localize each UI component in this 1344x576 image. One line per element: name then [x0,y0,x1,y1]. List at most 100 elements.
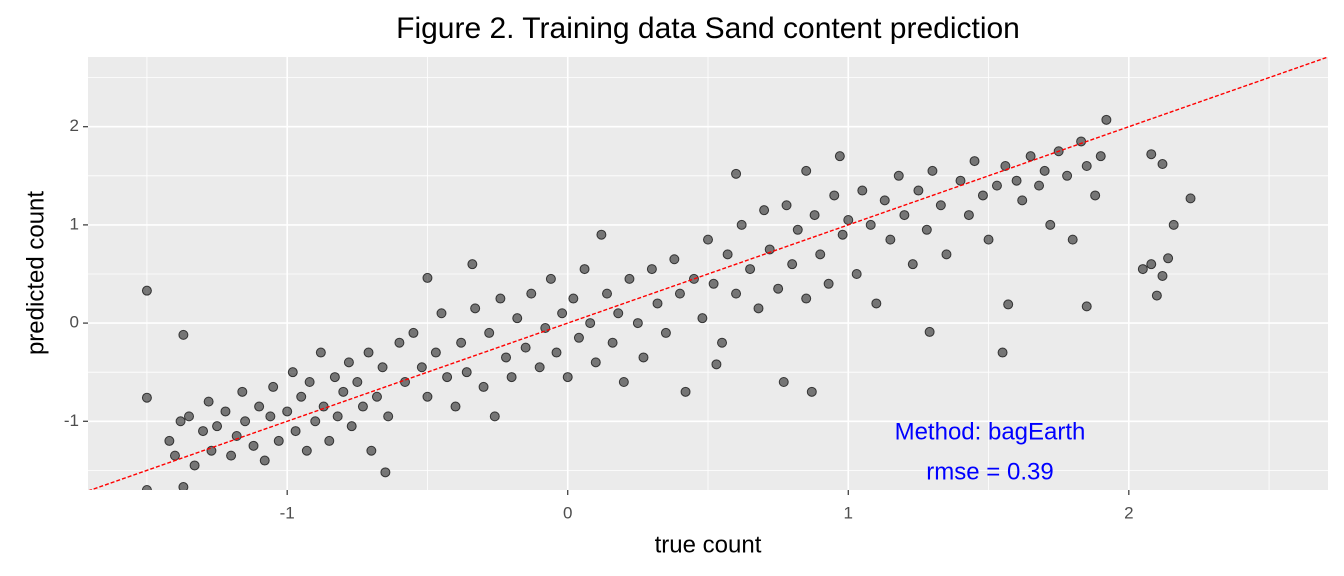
point [736,219,747,230]
point [206,445,217,456]
point [717,337,728,348]
point [708,278,719,289]
point [773,283,784,294]
y-tick-label: 0 [70,313,79,332]
point [602,288,613,299]
point [450,401,461,412]
point [183,411,194,422]
point [467,259,478,270]
point [632,318,643,329]
point [1157,270,1168,281]
point [304,376,315,387]
point [1067,234,1078,245]
point [913,185,924,196]
point [240,416,251,427]
point [834,151,845,162]
point [141,285,152,296]
point [1003,299,1014,310]
point [697,313,708,324]
point [806,386,817,397]
point [753,303,764,314]
point [652,298,663,309]
point [669,254,680,265]
point [638,352,649,363]
point [178,329,189,340]
point [660,327,671,338]
point [585,318,596,329]
point [526,288,537,299]
y-axis-title: predicted count [22,191,49,355]
point [338,386,349,397]
point [371,391,382,402]
point [1090,190,1101,201]
point [141,485,152,490]
point [1163,253,1174,264]
x-tick-label: 1 [844,503,853,522]
point [175,416,186,427]
point [745,264,756,275]
point [422,391,433,402]
point [478,381,489,392]
point [557,308,568,319]
point [579,264,590,275]
point [1081,301,1092,312]
point [377,362,388,373]
point [226,450,237,461]
point [484,327,495,338]
point [885,234,896,245]
point [422,272,433,283]
point [495,293,506,304]
point [935,200,946,211]
point [1185,193,1196,204]
point [787,259,798,270]
point [899,210,910,221]
point [178,482,189,490]
point [829,190,840,201]
point [963,210,974,221]
point [927,165,938,176]
point [282,406,293,417]
x-axis-title: true count [655,531,762,558]
point [296,391,307,402]
point [534,362,545,373]
point [268,381,279,392]
point [815,249,826,260]
grid [88,57,1328,490]
point [1000,160,1011,171]
chart-title: Figure 2. Training data Sand content pre… [396,12,1020,45]
y-tick-label: 1 [70,214,79,233]
point [607,337,618,348]
point [141,392,152,403]
point [851,268,862,279]
point [596,229,607,240]
point [343,357,354,368]
point [290,426,301,437]
point [1157,159,1168,170]
point [893,170,904,181]
point [501,352,512,363]
point [198,426,209,437]
point [1045,219,1056,230]
point [977,190,988,201]
point [265,411,276,422]
point [1081,160,1092,171]
point [568,293,579,304]
y-tick-label: 2 [70,116,79,135]
point [551,347,562,358]
point [315,347,326,358]
point [792,224,803,235]
point [562,372,573,383]
point [778,376,789,387]
point [220,406,231,417]
point [324,435,335,446]
point [731,168,742,179]
point [1146,149,1157,160]
point [456,337,467,348]
point [1017,195,1028,206]
point [764,244,775,255]
point [520,342,531,353]
point [540,322,551,333]
point [1062,170,1073,181]
point [674,288,685,299]
point [646,264,657,275]
